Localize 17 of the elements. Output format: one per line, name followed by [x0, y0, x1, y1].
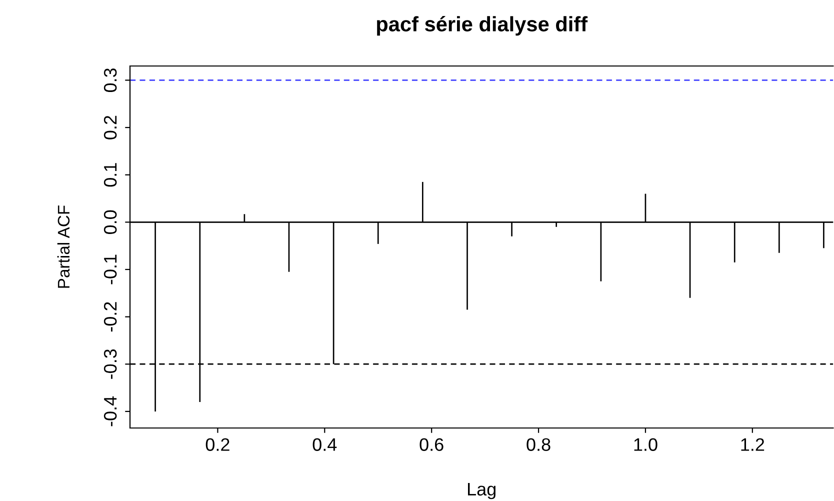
y-axis-title: Partial ACF: [57, 206, 70, 288]
y-tick-label: -0.4: [104, 396, 117, 426]
y-tick-label: -0.3: [104, 349, 117, 379]
y-tick-label: 0.2: [104, 116, 117, 140]
x-tick-label: 1.2: [741, 438, 764, 451]
chart-title: pacf série dialyse diff: [377, 16, 588, 36]
x-tick-label: 0.4: [312, 438, 337, 451]
x-tick-label: 0.2: [206, 438, 230, 451]
x-tick-label: 1.0: [634, 438, 658, 451]
y-tick-label: 0.1: [104, 163, 117, 187]
x-tick-label: 0.6: [420, 438, 444, 451]
y-tick-label: -0.2: [104, 302, 117, 332]
y-tick-label: -0.1: [104, 254, 117, 284]
y-tick-label: 0.3: [104, 68, 117, 92]
y-tick-label: 0.0: [104, 210, 117, 234]
x-axis-title: Lag: [468, 482, 496, 500]
x-tick-label: 0.8: [526, 438, 550, 451]
